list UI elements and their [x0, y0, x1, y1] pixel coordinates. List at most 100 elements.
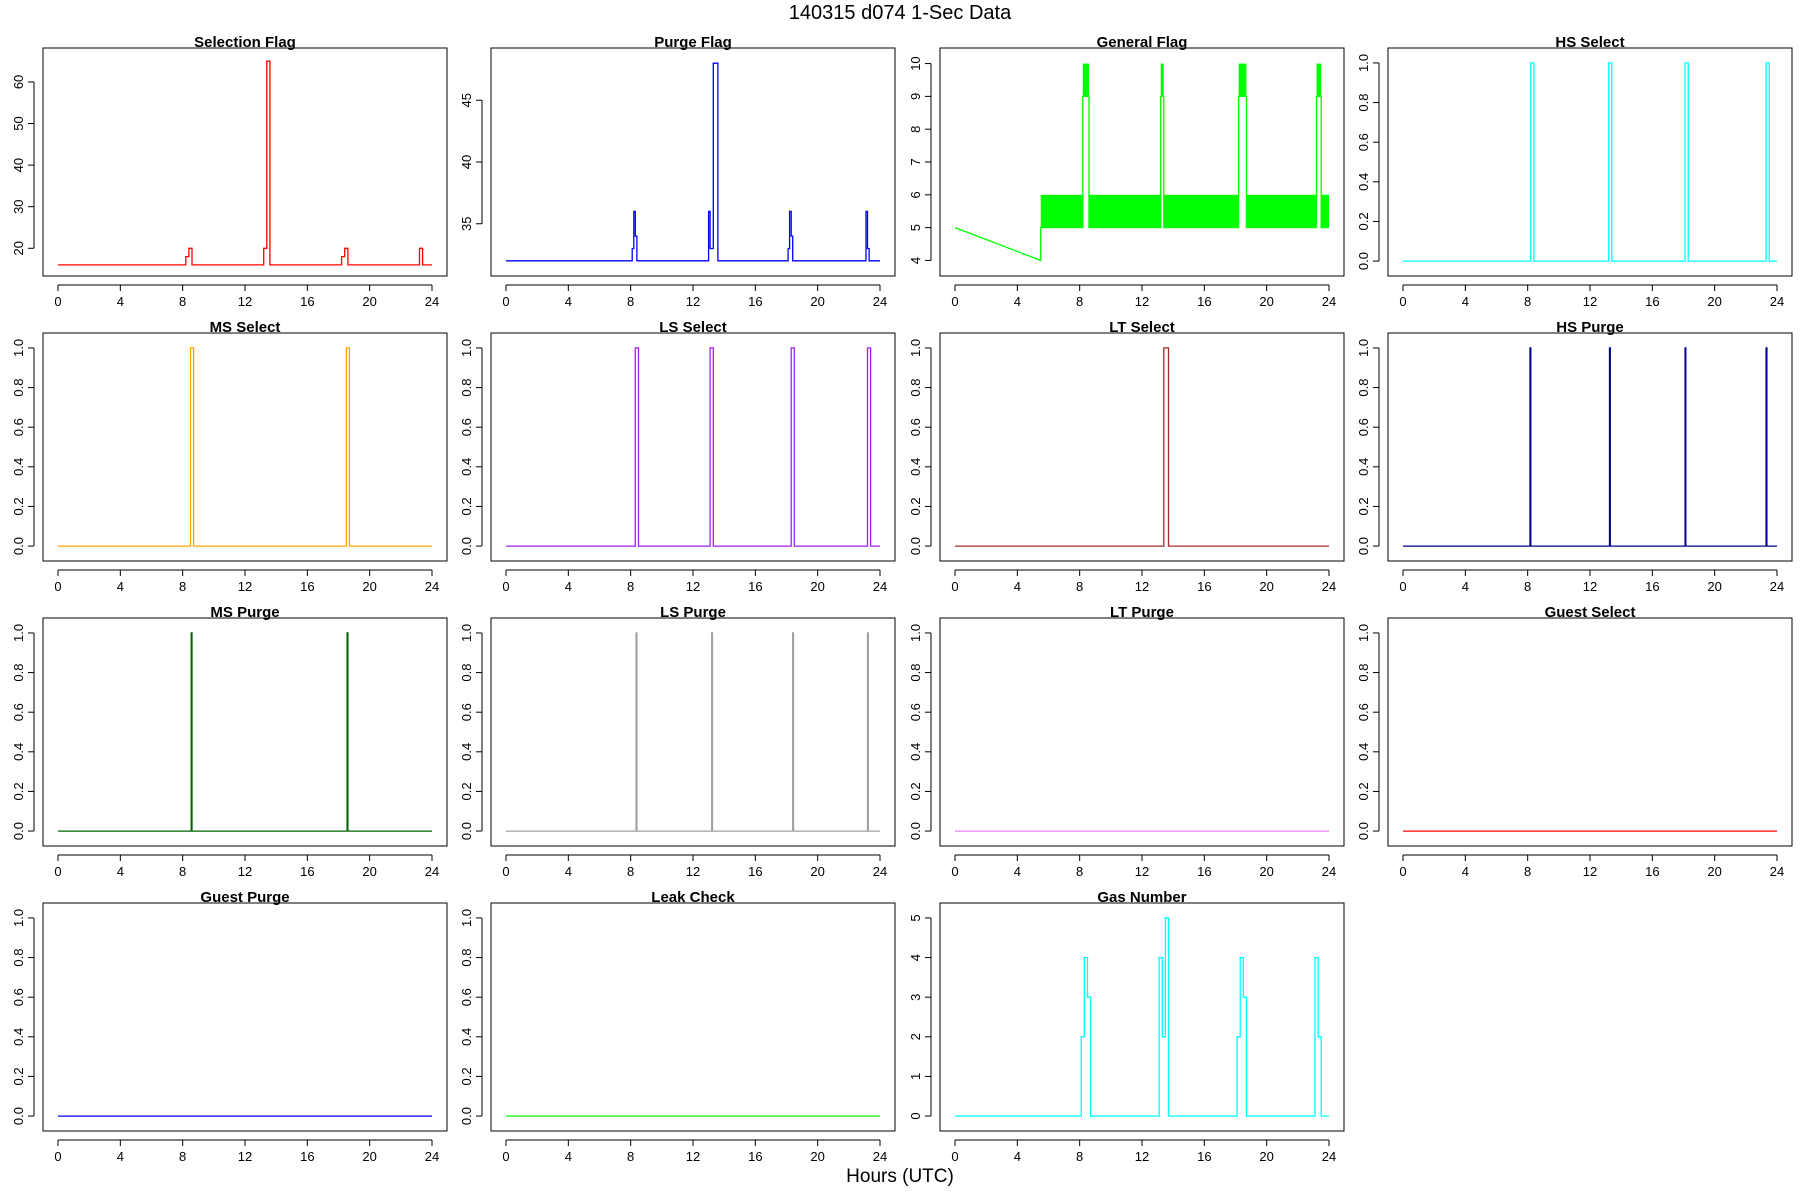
y-tick-label: 0.0: [1356, 537, 1371, 555]
chart-title: Gas Number: [1097, 889, 1186, 906]
y-tick-label: 1.0: [1356, 54, 1371, 72]
y-tick-label: 4: [908, 257, 923, 264]
plot-frame: [490, 47, 896, 277]
x-tick-label: 12: [238, 1149, 252, 1164]
data-band: [1160, 63, 1164, 97]
series-line: [955, 917, 1329, 1117]
y-tick-label: 0.0: [11, 537, 26, 555]
y-tick-label: 0.4: [1356, 743, 1371, 761]
chart-panel: Purge Flag 0 4 8 12 16 20 24 35 40 45: [459, 34, 896, 309]
x-tick-label: 24: [873, 294, 887, 309]
plot-frame: [939, 332, 1345, 562]
y-tick-label: 0.4: [459, 743, 474, 761]
y-tick-label: 6: [908, 191, 923, 198]
y-tick-label: 0.4: [1356, 173, 1371, 191]
series-line: [58, 347, 432, 547]
x-tick-label: 4: [117, 1149, 124, 1164]
x-tick-label: 0: [502, 579, 509, 594]
y-tick-label: 0.0: [459, 822, 474, 840]
plot-frame: [1387, 47, 1793, 277]
y-tick-label: 0.8: [11, 379, 26, 397]
x-tick-label: 12: [686, 1149, 700, 1164]
x-tick-label: 12: [1583, 294, 1597, 309]
y-tick-label: 0.0: [908, 537, 923, 555]
x-tick-label: 8: [1524, 864, 1531, 879]
y-tick-label: 0.0: [459, 1107, 474, 1125]
x-tick-label: 8: [627, 1149, 634, 1164]
x-tick-label: 0: [951, 294, 958, 309]
chart-panel: LS Select 0 4 8 12 16 20 24 0.0 0.2 0.4 0.6 0.8 1.0: [459, 319, 896, 594]
plot-frame: [42, 332, 448, 562]
y-tick-label: 1.0: [11, 909, 26, 927]
y-tick-label: 5: [908, 224, 923, 231]
y-tick-label: 4: [908, 954, 923, 961]
x-tick-label: 8: [179, 294, 186, 309]
x-tick-label: 20: [1259, 864, 1273, 879]
chart-title: MS Select: [210, 319, 281, 336]
y-tick-label: 0: [908, 1112, 923, 1119]
data-band: [1238, 63, 1247, 97]
y-tick-label: 0.8: [459, 949, 474, 967]
y-tick-label: 7: [908, 158, 923, 165]
y-tick-label: 0.2: [908, 782, 923, 800]
plot-frame: [490, 332, 896, 562]
x-tick-label: 12: [686, 579, 700, 594]
y-tick-label: 1.0: [908, 339, 923, 357]
y-tick-label: 0.2: [459, 1067, 474, 1085]
chart-panel: Guest Select 0 4 8 12 16 20 24 0.0 0.2 0.4 0.6 0.8 1.…: [1356, 604, 1793, 879]
chart-title: Leak Check: [651, 889, 735, 906]
x-tick-label: 24: [1770, 579, 1784, 594]
y-tick-label: 0.0: [1356, 822, 1371, 840]
x-tick-label: 20: [362, 294, 376, 309]
x-tick-label: 12: [1135, 1149, 1149, 1164]
x-tick-label: 24: [1770, 864, 1784, 879]
chart-title: Purge Flag: [654, 34, 732, 51]
plot-frame: [939, 902, 1345, 1132]
y-tick-label: 0.6: [908, 418, 923, 436]
y-tick-label: 0.8: [459, 379, 474, 397]
y-tick-label: 20: [11, 241, 26, 255]
x-tick-label: 8: [179, 1149, 186, 1164]
x-tick-label: 20: [1707, 294, 1721, 309]
y-tick-label: 1.0: [1356, 624, 1371, 642]
x-tick-label: 12: [1583, 864, 1597, 879]
plot-frame: [490, 902, 896, 1132]
series-line: [506, 347, 880, 547]
y-tick-label: 45: [459, 93, 474, 107]
chart-panel: LT Select 0 4 8 12 16 20 24 0.0 0.2 0.4 0.6 0.8 1.0: [908, 319, 1345, 594]
y-tick-label: 0.0: [11, 1107, 26, 1125]
chart-panel: Leak Check 0 4 8 12 16 20 24 0.0 0.2 0.4 0.6 0.8 1.0: [459, 889, 896, 1164]
x-tick-label: 16: [300, 294, 314, 309]
x-tick-label: 16: [748, 579, 762, 594]
plot-frame: [42, 47, 448, 277]
chart-panel: LT Purge 0 4 8 12 16 20 24 0.0 0.2 0.4 0.6 0.8 1.0: [908, 604, 1345, 879]
x-tick-label: 0: [54, 864, 61, 879]
y-tick-label: 0.6: [459, 988, 474, 1006]
chart-title: HS Purge: [1556, 319, 1624, 336]
y-tick-label: 0.8: [1356, 664, 1371, 682]
x-tick-label: 8: [627, 864, 634, 879]
series-line: [1403, 62, 1777, 262]
y-tick-label: 0.0: [908, 822, 923, 840]
x-tick-label: 4: [117, 864, 124, 879]
y-tick-label: 1.0: [11, 624, 26, 642]
x-tick-label: 20: [1259, 294, 1273, 309]
plot-frame: [42, 902, 448, 1132]
series-line: [954, 95, 1329, 262]
y-tick-label: 0.6: [459, 703, 474, 721]
y-tick-label: 0.6: [11, 988, 26, 1006]
x-tick-label: 0: [54, 1149, 61, 1164]
x-tick-label: 20: [362, 579, 376, 594]
chart-title: Guest Purge: [200, 889, 289, 906]
y-tick-label: 1.0: [459, 624, 474, 642]
data-band: [1246, 194, 1317, 228]
x-tick-label: 16: [1197, 864, 1211, 879]
y-tick-label: 0.4: [908, 743, 923, 761]
x-tick-label: 24: [873, 579, 887, 594]
x-tick-label: 4: [117, 579, 124, 594]
x-tick-label: 16: [748, 1149, 762, 1164]
x-tick-label: 0: [502, 1149, 509, 1164]
series-line: [955, 347, 1329, 547]
x-tick-label: 4: [565, 579, 572, 594]
